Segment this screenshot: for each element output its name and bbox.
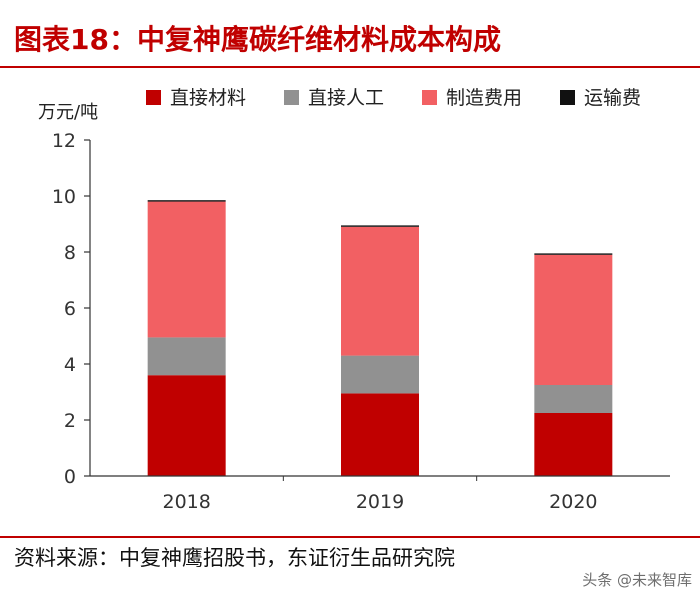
bar-2018-运输费 (147, 200, 226, 202)
bar-2018-制造费用 (147, 201, 226, 338)
title-rule (0, 66, 700, 68)
legend-label-1: 直接人工 (308, 87, 384, 109)
bar-2018-直接材料 (147, 375, 226, 476)
bar-2019-直接人工 (341, 355, 419, 394)
y-tick-label-2: 4 (64, 354, 76, 376)
source-note: 资料来源：中复神鹰招股书，东证衍生品研究院 (14, 546, 455, 570)
y-axis-label: 万元/吨 (38, 102, 98, 123)
figure-title: 图表18：中复神鹰碳纤维材料成本构成 (14, 23, 501, 56)
y-axis: 0 2 4 6 8 10 12 (52, 130, 91, 488)
x-tick-label-1: 2019 (356, 491, 404, 513)
y-tick-label-4: 8 (64, 242, 76, 264)
legend-swatch-0 (146, 90, 161, 105)
legend-swatch-3 (560, 90, 575, 105)
legend-swatch-2 (422, 90, 437, 105)
bar-2019-运输费 (341, 225, 419, 227)
legend-label-3: 运输费 (584, 87, 641, 109)
legend-label-0: 直接材料 (170, 87, 246, 109)
watermark: 头条 @未来智库 (582, 571, 692, 589)
bar-2020-制造费用 (534, 254, 613, 385)
bar-2020-直接材料 (534, 413, 613, 476)
footer-rule (0, 536, 700, 538)
bar-2018-直接人工 (147, 337, 226, 376)
y-tick-label-1: 2 (64, 410, 76, 432)
bar-2020-直接人工 (534, 385, 613, 413)
legend: 直接材料 直接人工 制造费用 运输费 (146, 87, 641, 109)
legend-label-2: 制造费用 (446, 87, 522, 109)
bars (147, 200, 613, 476)
bar-2019-制造费用 (341, 226, 419, 356)
bar-2020-运输费 (534, 253, 613, 255)
y-tick-label-3: 6 (64, 298, 76, 320)
x-tick-label-0: 2018 (162, 491, 210, 513)
y-tick-label-5: 10 (52, 186, 76, 208)
y-tick-label-6: 12 (52, 130, 76, 152)
legend-swatch-1 (284, 90, 299, 105)
x-tick-label-2: 2020 (549, 491, 597, 513)
bar-2019-直接材料 (341, 393, 419, 476)
y-tick-label-0: 0 (64, 466, 76, 488)
x-axis: 2018 2019 2020 (90, 475, 670, 513)
